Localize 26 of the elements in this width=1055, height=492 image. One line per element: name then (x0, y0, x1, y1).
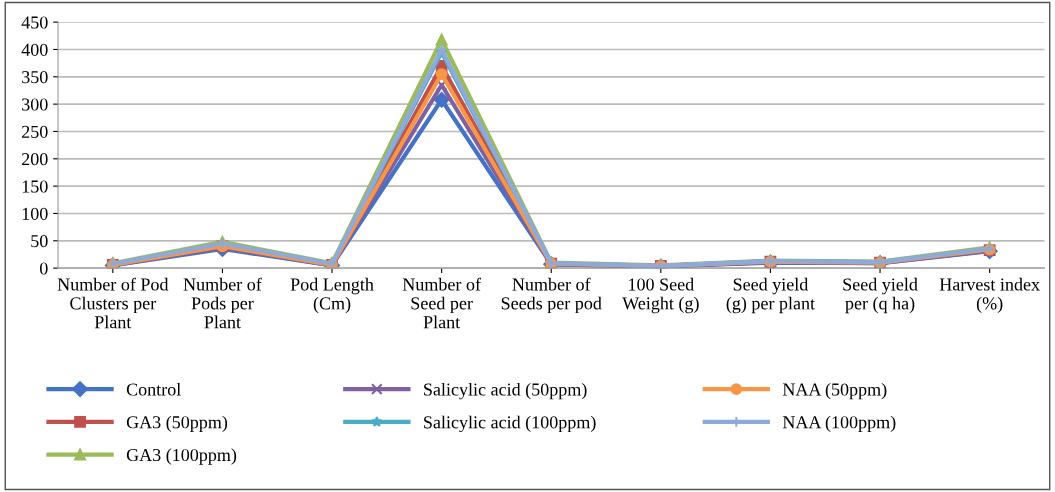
legend-label: Salicylic acid (100ppm) (424, 415, 596, 433)
x-tick-label: Seed yield per (q ha) (843, 277, 918, 314)
y-tick-label: 400 (21, 43, 48, 56)
y-tick-label: 50 (31, 235, 48, 248)
x-tick-label: Pod Length (Cm) (290, 277, 374, 314)
x-tick-label: Number of Pods per Plant (183, 277, 262, 329)
y-tick-label: 200 (22, 153, 48, 166)
y-tick-label: 350 (22, 71, 48, 84)
x-tick-label: Number of Seeds per pod (501, 277, 602, 314)
y-tick-label: 450 (21, 16, 48, 29)
y-tick-label: 300 (22, 98, 48, 111)
x-tick-label: Harvest index (%) (939, 277, 1040, 314)
legend-label: NAA (50ppm) (782, 382, 887, 400)
legend-label: NAA (100ppm) (782, 415, 896, 433)
y-tick-label: 0 (39, 262, 48, 275)
x-tick-label: Number of Pod Clusters per Plant (57, 277, 169, 329)
x-tick-label: 100 Seed Weight (g) (622, 277, 699, 314)
legend-label: Control (126, 382, 181, 396)
legend-label: GA3 (50ppm) (126, 415, 228, 433)
x-tick-label: Number of Seed per Plant (402, 277, 481, 329)
x-tick-label: Seed yield (g) per plant (726, 277, 815, 314)
y-tick-label: 150 (22, 180, 48, 193)
y-tick-label: 250 (22, 125, 48, 138)
y-tick-label: 100 (22, 207, 48, 220)
legend-label: GA3 (100ppm) (126, 448, 237, 465)
legend-label: Salicylic acid (50ppm) (424, 382, 587, 400)
